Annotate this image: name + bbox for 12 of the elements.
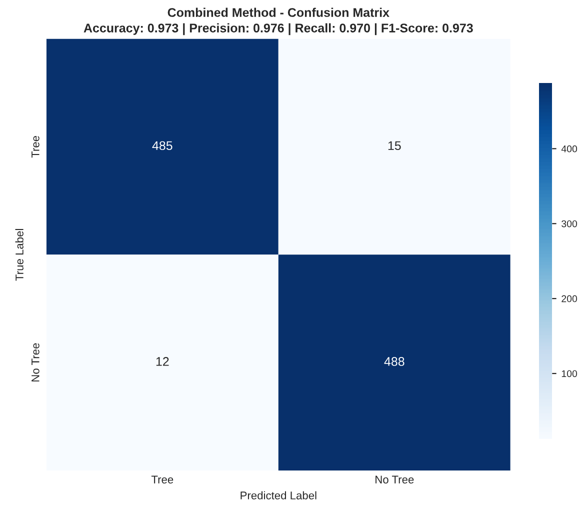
color-bar-label: 100	[562, 370, 578, 378]
color-bar-label: 300	[562, 220, 578, 228]
data-label: 12	[156, 357, 169, 366]
chart-title: Combined Method - Confusion Matrix	[168, 8, 390, 17]
data-label: 15	[388, 141, 401, 150]
y-axis-title: True Label	[15, 229, 24, 281]
color-bar-label: 200	[562, 295, 578, 302]
x-axis-title: Predicted Label	[240, 491, 316, 500]
data-label: 488	[384, 357, 404, 366]
data-label: 485	[152, 141, 172, 150]
color-bar-label: 400	[561, 145, 578, 152]
chart-subtitle: Accuracy: 0.973 | Precision: 0.976 | Recall: 0.970 | F1-Score: 0.973	[84, 23, 473, 36]
